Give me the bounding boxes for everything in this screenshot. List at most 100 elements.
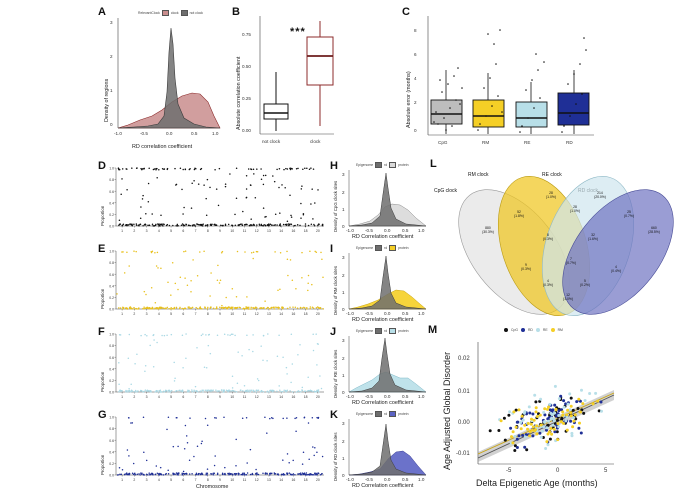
xtick: 0.5 (402, 477, 409, 482)
scatter-point-re (541, 429, 544, 433)
venn-set-label-rm: RM clock (468, 172, 489, 178)
ytick: 1 (110, 88, 113, 93)
venn-count-center: 7 (0.7%) (566, 257, 576, 266)
svg-text:20: 20 (316, 229, 320, 233)
ytick: 1 (342, 207, 345, 212)
ytick: 8 (414, 28, 417, 33)
legend-title: Epigenome (356, 246, 374, 250)
scatter-point-cpg (569, 396, 573, 400)
ytick: 0 (414, 128, 417, 133)
scatter-point-rm (531, 425, 535, 429)
venn-count-value: 5 (584, 279, 586, 284)
ytick: 0 (342, 307, 345, 312)
ytick: 2 (342, 273, 345, 278)
venn-count-value: 28 (573, 205, 577, 210)
panel-m-plot (477, 342, 615, 465)
svg-text:0.2: 0.2 (109, 213, 114, 217)
venn-count-cpg-rm: 52 (1.8%) (514, 210, 524, 219)
svg-text:0.2: 0.2 (109, 379, 114, 383)
scatter-point-rm (578, 421, 581, 425)
svg-text:4: 4 (158, 312, 160, 316)
xtick: 0.5 (402, 311, 409, 316)
svg-text:7: 7 (195, 312, 197, 316)
scatter-point-rm (517, 408, 521, 412)
scatter-point-cpg (513, 444, 517, 448)
svg-text:8: 8 (207, 478, 209, 482)
panel-b: B *** Absolute correlation coefficient 0… (228, 4, 336, 156)
venn-count-value: 660 (651, 226, 657, 231)
venn-count-percent: (1.0%) (570, 209, 580, 213)
scatter-point-re (522, 411, 526, 415)
ytick: 0.01 (458, 389, 470, 395)
svg-text:0.8: 0.8 (109, 427, 114, 431)
venn-count-value: 4 (547, 279, 549, 284)
svg-text:1.0: 1.0 (109, 167, 114, 171)
legend-label-rd: rd (384, 329, 388, 333)
scatter-point-rd (521, 433, 525, 437)
scatter-point-re (542, 425, 546, 429)
legend-swatch-clock (161, 10, 169, 16)
panel-g-plot: 0.00.20.40.60.81.01 2 3 4 5 6 7 8 9 10 11 12 13 14 16 1… (109, 416, 324, 482)
scatter-point-rd (551, 408, 555, 412)
svg-text:14: 14 (279, 478, 283, 482)
ytick: 3 (342, 421, 345, 426)
scatter-point-re (519, 421, 523, 424)
scatter-point-rm (561, 413, 565, 417)
venn-count-value: 8 (547, 233, 549, 238)
legend-dot-re (535, 328, 540, 332)
ytick: 2 (342, 356, 345, 361)
legend-label-rd: RD (527, 328, 533, 332)
panel-a: A RelevantClock clock not clock Density … (96, 4, 222, 156)
jitter-points (433, 29, 587, 133)
scatter-point-rm (519, 427, 523, 431)
scatter-point-rm (538, 413, 542, 417)
svg-text:9: 9 (219, 312, 221, 316)
venn-count-cpg-rd: 12 (1.0%) (563, 293, 573, 302)
svg-text:1: 1 (121, 312, 123, 316)
scatter-point-rd (553, 430, 557, 434)
scatter-point-cpg (503, 438, 507, 442)
xtick: -1.0 (114, 131, 122, 136)
svg-text:14: 14 (279, 312, 283, 316)
scatter-point-rm (539, 423, 543, 427)
scatter-point-rd (515, 437, 519, 441)
scatter-point-re (562, 405, 566, 409)
panel-i-legend: Epigenome rd protein (356, 245, 409, 251)
ytick: 0.75 (242, 32, 251, 37)
ytick: -0.01 (456, 451, 470, 457)
legend-label-rd: rd (384, 163, 388, 167)
svg-text:0.2: 0.2 (109, 296, 114, 300)
scatter-point-rm (511, 441, 515, 445)
panel-k-plot (348, 419, 427, 476)
venn-count-percent: (20.0%) (594, 195, 606, 199)
scatter-points (488, 384, 603, 452)
xtick: -1.0 (346, 311, 354, 316)
svg-text:3: 3 (146, 229, 148, 233)
panel-i: I Epigenome rd protein Density of RM clo… (330, 243, 428, 325)
xtick: 0.5 (402, 228, 409, 233)
legend-label-rd: rd (384, 246, 388, 250)
trend-ribbon (478, 390, 614, 462)
panel-h: H Epigenome rd protein Density of CpG cl… (330, 160, 428, 242)
venn-count-re-only: 214 (20.0%) (594, 191, 606, 200)
legend-swatch-protein (389, 162, 397, 168)
svg-text:12: 12 (255, 229, 259, 233)
svg-text:13: 13 (267, 229, 271, 233)
panel-c-plot (427, 16, 594, 136)
svg-text:18: 18 (304, 478, 308, 482)
scatter-point-rm (578, 410, 582, 414)
svg-text:1: 1 (121, 395, 123, 399)
legend-dot-rm (550, 328, 555, 332)
panel-m-legend: CpG RD RE RM (504, 328, 563, 332)
svg-text:5: 5 (170, 229, 172, 233)
scatter-point-rm (526, 427, 530, 431)
scatter-point-cpg (546, 423, 550, 427)
venn-count-percent: (0.7%) (566, 261, 576, 265)
panel-d-plot: 0.00.20.40.60.81.01 2 3 4 5 6 7 8 9 10 11 12 13 14 16 1… (109, 167, 324, 233)
legend-title: Epigenome (356, 163, 374, 167)
xtick: -0.5 (365, 477, 373, 482)
scatter-point-re (546, 443, 550, 447)
svg-text:11: 11 (243, 229, 247, 233)
scatter-point-rm (514, 425, 518, 429)
scatter-point-rm (565, 413, 569, 417)
